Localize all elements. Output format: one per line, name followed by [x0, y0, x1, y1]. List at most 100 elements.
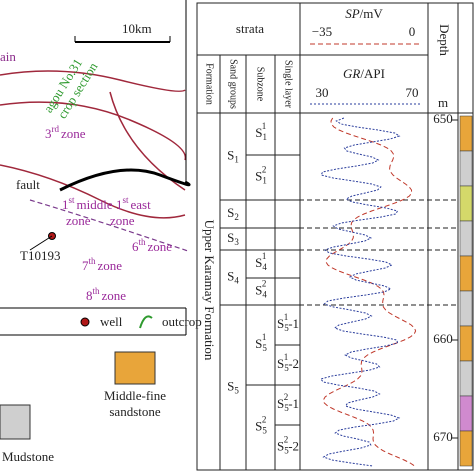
subzone: S12: [255, 165, 267, 186]
subzone-sup: 1: [262, 121, 267, 131]
legend-label: Mudstone: [2, 449, 54, 464]
single-layer-base: S: [277, 438, 284, 453]
sp-header: SP/mV: [345, 6, 383, 21]
gr-max: 70: [406, 85, 419, 100]
subzone-base: S: [255, 282, 262, 297]
subzone-sup: 2: [262, 165, 267, 175]
lithology: [459, 185, 473, 222]
subzone-sub: 1: [262, 176, 267, 186]
lithology: [459, 430, 473, 467]
column-border: [196, 2, 474, 471]
zone-sup: th: [139, 237, 147, 247]
legend-outcrop: [139, 315, 153, 329]
zone-label: 1st east: [116, 195, 151, 212]
sand-group: S2: [227, 205, 239, 222]
single-layer-sub: 5: [284, 323, 289, 333]
zone-label: 3rd zone: [45, 124, 86, 141]
subzone: S41: [255, 251, 267, 272]
lithology: [459, 115, 473, 152]
single-layer: S51-2: [277, 352, 299, 373]
single-layer: S52-2: [277, 435, 299, 456]
scale-label: 10km: [122, 21, 152, 36]
zone-sup: th: [93, 286, 101, 296]
subzone-base: S: [255, 168, 262, 183]
zone-label: zone: [110, 213, 135, 228]
zone-word: zone: [102, 288, 127, 303]
sand-group: S5: [227, 378, 239, 395]
zone-word: zone: [66, 213, 91, 228]
subzone-sup: 2: [262, 415, 267, 425]
map-line: [0, 70, 186, 92]
legend-label: Middle-fine: [104, 388, 166, 403]
zone-word: zone: [148, 239, 173, 254]
single-layer-sup: 1: [284, 352, 289, 362]
zone-word: east: [131, 197, 152, 212]
lithology: [459, 395, 473, 432]
boundary: [59, 168, 191, 192]
single-layer-suffix: -2: [288, 438, 299, 453]
single-layer-base: S: [277, 356, 284, 371]
gr-header: GR/API: [343, 66, 385, 81]
column-header: Sand groups: [228, 59, 239, 109]
zone-sup: st: [69, 195, 76, 205]
subzone-sub: 1: [263, 132, 267, 142]
map-line: [0, 101, 187, 161]
zone-sup: st: [123, 195, 130, 205]
depth-label: 660: [433, 331, 453, 346]
sand-group: S3: [227, 230, 239, 247]
sand-group-sub: 5: [234, 386, 239, 396]
single-layer-sub: 5: [284, 363, 289, 373]
zone-word: zone: [61, 126, 86, 141]
mudstone-swatch: [0, 404, 31, 440]
depth-label: 650: [433, 111, 453, 126]
single-layer-sub: 5: [284, 446, 289, 456]
lithology: [459, 255, 473, 292]
sand-group-sub: 3: [234, 237, 239, 247]
legend-label: sandstone: [109, 404, 161, 419]
subzone-base: S: [255, 255, 262, 270]
zone-sup: rd: [52, 124, 60, 134]
single-layer-suffix: -1: [288, 316, 299, 331]
zone-sup: th: [89, 256, 97, 266]
single-layer: S52-1: [277, 392, 299, 413]
sp-max: 0: [409, 24, 416, 39]
map: 10km ain agou No.31 crop section fault T…: [0, 0, 202, 464]
subzone-sub: 5: [262, 426, 267, 436]
gr-unit: /API: [360, 66, 385, 81]
zone-word: zone: [110, 213, 135, 228]
lithology: [459, 325, 473, 362]
single-layer-sup: 2: [284, 392, 289, 402]
sand-group-sub: 1: [234, 155, 239, 165]
sand-group-base: S: [227, 205, 234, 220]
zone-num: 7: [82, 258, 89, 273]
subzone: S11: [255, 121, 266, 142]
well-label: T10193: [20, 248, 60, 263]
sand-group: S4: [227, 268, 239, 285]
sp-unit: /mV: [360, 6, 384, 21]
sand-group-base: S: [227, 378, 234, 393]
sand-group-sub: 2: [234, 212, 239, 222]
formation: Upper Karamay Formation: [202, 220, 217, 361]
lithology: [459, 290, 473, 327]
subzone-sub: 4: [262, 290, 267, 300]
single-layer-base: S: [277, 396, 284, 411]
subzone: S52: [255, 415, 267, 436]
sand-group-base: S: [227, 147, 234, 162]
gr: GR: [343, 66, 360, 81]
column-header: Subzone: [255, 67, 266, 102]
legend-label: outcrop: [162, 314, 202, 329]
zone-label: 6th zone: [132, 237, 172, 254]
legend-well: [80, 317, 90, 327]
single-layer-sup: 2: [284, 435, 289, 445]
subzone-sup: 2: [262, 279, 267, 289]
subzone-sub: 4: [262, 262, 267, 272]
zone-num: 1: [62, 197, 69, 212]
depth-label: 670: [433, 429, 453, 444]
lithology: [459, 360, 473, 397]
legend-label: well: [100, 314, 123, 329]
fault-label: fault: [16, 177, 40, 192]
subzone-sup: 1: [262, 332, 267, 342]
column-header: Single layer: [283, 60, 294, 109]
sp-curve: [322, 117, 417, 467]
map-label: ain: [0, 49, 16, 64]
